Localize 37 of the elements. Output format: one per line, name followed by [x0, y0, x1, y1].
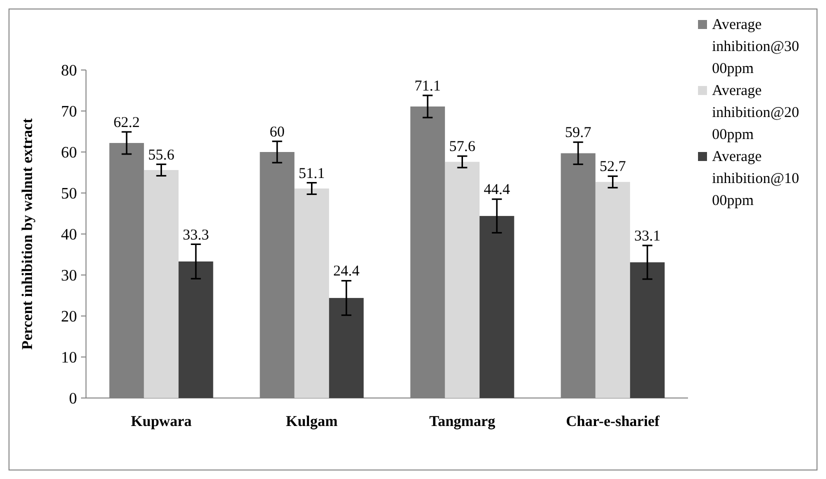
y-tick-label: 20	[61, 308, 77, 326]
data-label: 59.7	[565, 125, 592, 142]
data-label: 57.6	[449, 139, 476, 156]
legend-label: Average inhibition@1000ppm	[712, 149, 800, 209]
bar	[595, 182, 630, 398]
data-label: 51.1	[298, 166, 325, 182]
data-label: 60	[270, 124, 285, 140]
data-label: 55.6	[148, 147, 175, 164]
bar	[444, 162, 480, 398]
data-label: 44.4	[484, 182, 510, 198]
x-tick-label: Kupwara	[130, 414, 192, 430]
bar	[294, 188, 330, 398]
data-label: 52.7	[600, 159, 626, 176]
y-tick-label: 80	[61, 62, 77, 80]
data-label: 33.3	[182, 227, 209, 244]
y-axis-title: Percent inhibition by walnut extract	[20, 118, 36, 350]
x-tick-label: Tangmarg	[429, 414, 496, 430]
y-tick-label: 10	[61, 350, 77, 367]
y-tick-label: 50	[61, 186, 77, 203]
bar	[329, 298, 364, 398]
y-tick-label: 70	[61, 104, 77, 121]
bar	[144, 170, 179, 398]
legend-label: Average inhibition@3000ppm	[712, 17, 800, 77]
x-tick-label: Char-e-sharief	[566, 414, 661, 430]
y-tick-label: 0	[69, 390, 77, 408]
x-tick-label: Kulgam	[286, 414, 338, 430]
data-label: 24.4	[333, 264, 360, 280]
y-tick-label: 40	[61, 226, 77, 244]
bar	[630, 262, 665, 398]
bar	[480, 216, 514, 398]
legend-label: Average inhibition@2000ppm	[712, 83, 800, 143]
data-label: 62.2	[114, 114, 140, 131]
data-label: 71.1	[414, 78, 441, 94]
y-tick-label: 30	[61, 268, 77, 285]
y-tick-label: 60	[61, 144, 77, 162]
data-label: 33.1	[634, 228, 660, 244]
bar	[178, 261, 214, 398]
